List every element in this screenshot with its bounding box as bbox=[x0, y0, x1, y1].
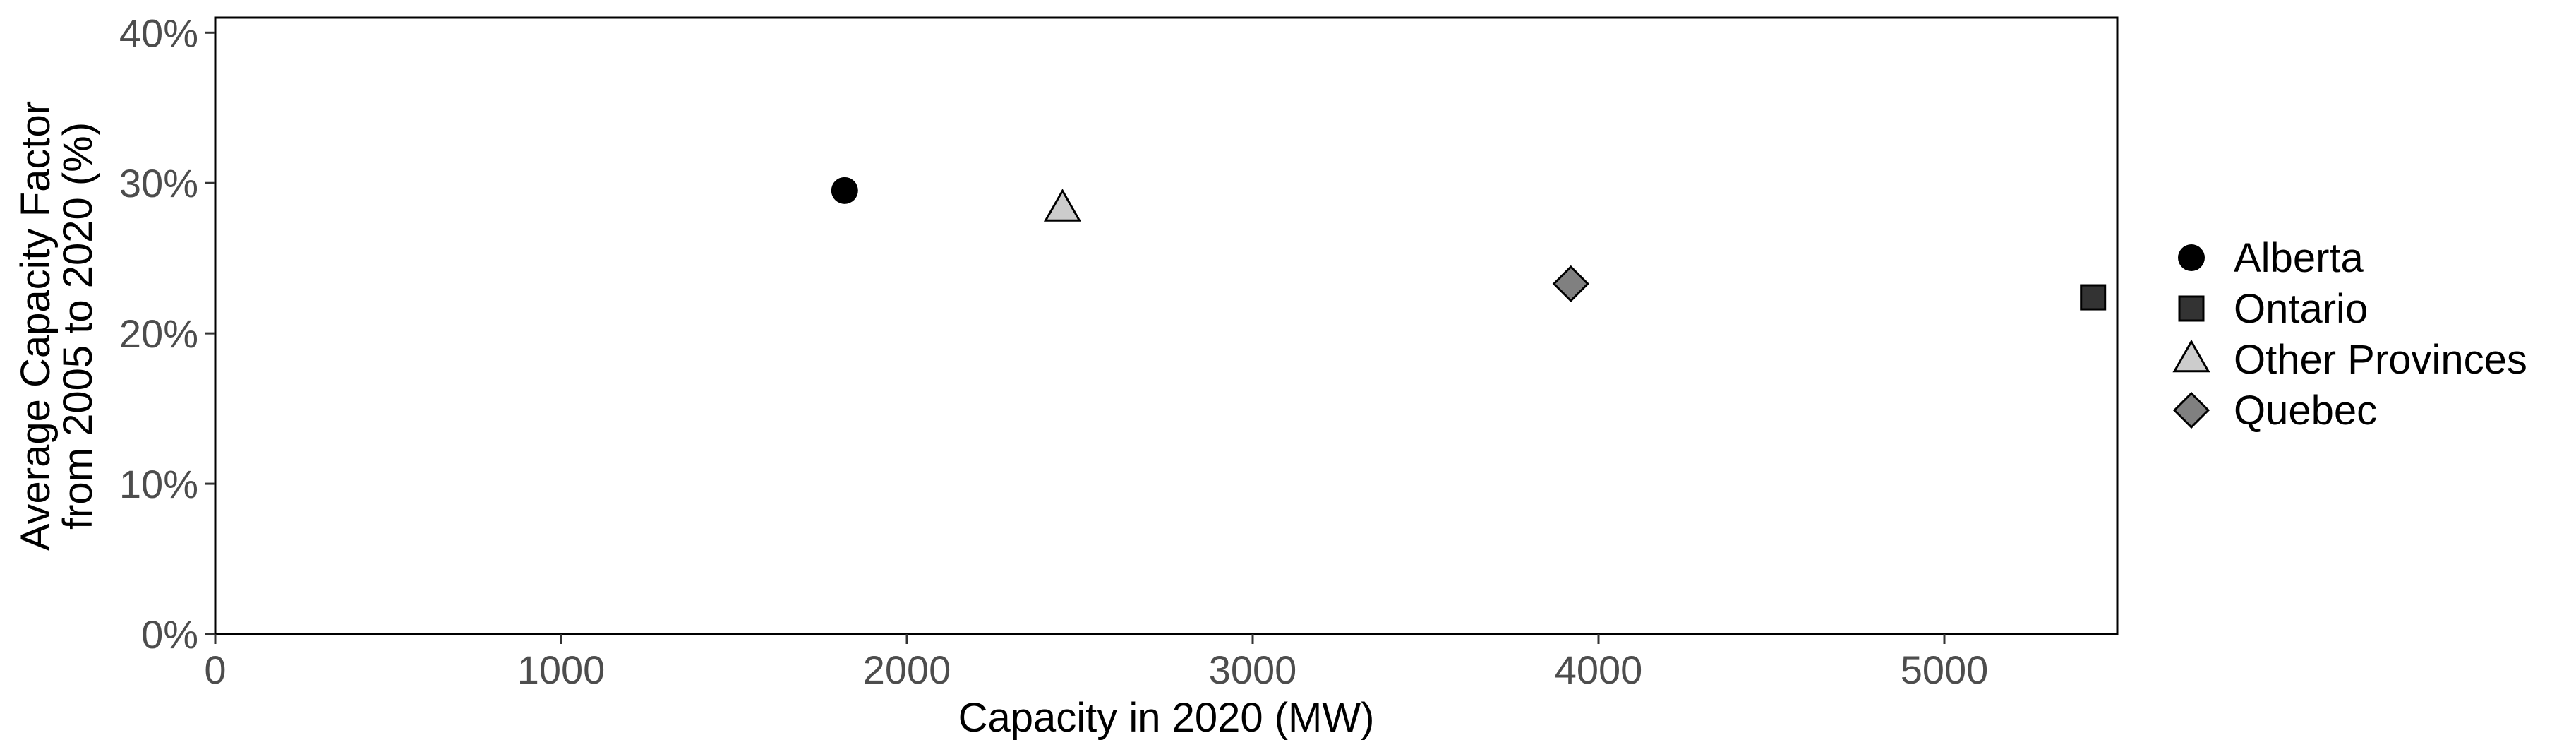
data-point-quebec bbox=[1552, 265, 1589, 303]
legend: Alberta Ontario Other Provinces Quebec bbox=[2172, 235, 2527, 434]
legend-label-other-provinces: Other Provinces bbox=[2234, 337, 2527, 383]
legend-key-quebec bbox=[2172, 391, 2210, 429]
data-point-other-provinces bbox=[1043, 189, 1082, 222]
y-tick-label: 20% bbox=[119, 311, 198, 356]
y-tick-label: 0% bbox=[141, 612, 198, 657]
data-points bbox=[831, 177, 2107, 311]
legend-label-quebec: Quebec bbox=[2234, 388, 2377, 434]
y-tick-label: 10% bbox=[119, 462, 198, 506]
x-tick-label: 0 bbox=[204, 647, 226, 692]
legend-key-other-provinces bbox=[2172, 339, 2210, 373]
plot-border bbox=[214, 16, 2119, 635]
plot-area bbox=[214, 16, 2119, 635]
y-tick-label: 30% bbox=[119, 161, 198, 205]
axes: 0 1000 2000 3000 4000 5000 0% 10% 20% 30% 40% Capac… bbox=[13, 11, 1988, 741]
x-tick-label: 5000 bbox=[1901, 647, 1989, 692]
legend-label-ontario: Ontario bbox=[2234, 286, 2368, 332]
x-tick-label: 2000 bbox=[863, 647, 951, 692]
data-point-alberta bbox=[831, 177, 858, 204]
x-axis-title: Capacity in 2020 (MW) bbox=[958, 695, 1375, 741]
x-tick-label: 4000 bbox=[1555, 647, 1643, 692]
y-axis-title-line-2: from 2005 to 2020 (%) bbox=[55, 122, 101, 530]
y-axis-title-line-1: Average Capacity Factor bbox=[13, 101, 59, 551]
y-tick-label: 40% bbox=[119, 11, 198, 55]
data-point-ontario bbox=[2080, 284, 2107, 311]
legend-key-alberta bbox=[2178, 244, 2205, 271]
legend-label-alberta: Alberta bbox=[2234, 235, 2364, 281]
legend-key-ontario bbox=[2178, 295, 2205, 322]
x-tick-label: 1000 bbox=[517, 647, 606, 692]
x-tick-label: 3000 bbox=[1209, 647, 1297, 692]
